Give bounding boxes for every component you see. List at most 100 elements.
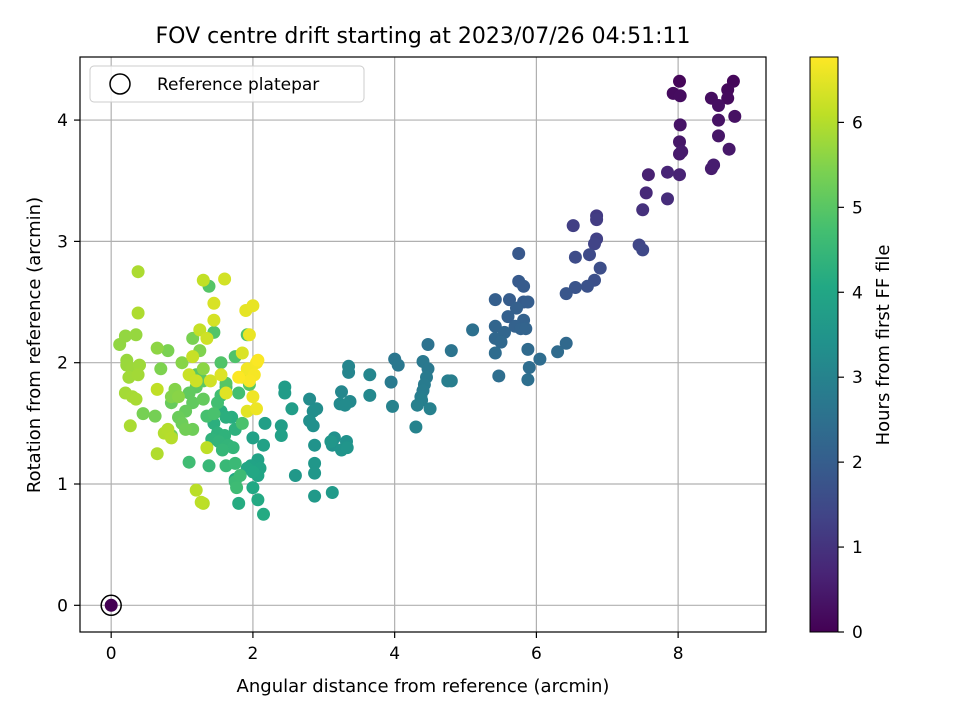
data-point bbox=[492, 369, 506, 383]
data-point bbox=[325, 486, 339, 499]
data-point bbox=[211, 396, 224, 410]
data-point bbox=[673, 168, 686, 182]
data-point bbox=[488, 293, 502, 307]
colorbar-tick-label: 2 bbox=[852, 453, 863, 473]
data-point bbox=[203, 374, 217, 388]
data-point bbox=[219, 386, 233, 400]
data-point bbox=[175, 356, 189, 370]
data-point bbox=[150, 447, 164, 461]
data-point bbox=[712, 113, 725, 127]
data-point bbox=[707, 158, 721, 172]
data-point bbox=[251, 493, 265, 507]
data-point bbox=[521, 295, 535, 309]
data-point bbox=[423, 402, 437, 416]
data-point bbox=[246, 431, 260, 445]
data-point bbox=[196, 273, 210, 287]
x-axis-label: Angular distance from reference (arcmin) bbox=[237, 676, 610, 697]
data-point bbox=[148, 409, 162, 423]
data-point bbox=[246, 299, 260, 313]
colorbar-tick-label: 6 bbox=[852, 113, 863, 133]
scatter-points bbox=[104, 74, 742, 612]
data-point bbox=[207, 296, 221, 310]
data-point bbox=[200, 441, 214, 455]
data-point bbox=[257, 507, 270, 521]
x-tick-label: 0 bbox=[106, 644, 117, 664]
data-point bbox=[230, 481, 244, 495]
data-point bbox=[488, 346, 502, 360]
data-point bbox=[636, 243, 650, 257]
y-tick-label: 0 bbox=[57, 596, 68, 616]
data-point bbox=[131, 368, 145, 382]
data-point bbox=[593, 261, 607, 275]
data-point bbox=[133, 358, 146, 372]
data-point bbox=[409, 420, 423, 434]
data-point bbox=[566, 219, 580, 233]
data-point bbox=[278, 386, 292, 400]
x-tick-label: 6 bbox=[531, 644, 542, 664]
data-point bbox=[207, 407, 221, 421]
data-point bbox=[150, 341, 164, 355]
data-point bbox=[519, 322, 533, 336]
data-point bbox=[712, 129, 725, 143]
data-point bbox=[583, 248, 596, 262]
x-tick-label: 2 bbox=[248, 644, 259, 664]
data-point bbox=[232, 496, 246, 510]
data-point bbox=[161, 344, 175, 358]
data-point bbox=[728, 109, 742, 123]
legend-marker bbox=[109, 73, 131, 95]
data-point bbox=[179, 422, 193, 436]
data-point bbox=[308, 489, 322, 503]
data-point bbox=[568, 250, 582, 264]
data-point bbox=[521, 373, 535, 387]
data-point bbox=[246, 481, 260, 495]
data-point bbox=[488, 319, 502, 333]
data-point bbox=[246, 390, 260, 404]
data-point bbox=[129, 328, 143, 342]
y-tick-label: 2 bbox=[57, 354, 68, 374]
data-point bbox=[306, 419, 320, 433]
data-point bbox=[639, 186, 653, 200]
data-point bbox=[189, 374, 203, 388]
data-point bbox=[251, 353, 265, 367]
data-point bbox=[164, 431, 178, 445]
reference-platepar-marker bbox=[100, 594, 122, 617]
y-axis-label: Rotation from reference (arcmin) bbox=[24, 197, 45, 493]
data-point bbox=[257, 438, 270, 452]
data-point bbox=[207, 313, 221, 327]
data-point bbox=[129, 392, 143, 406]
data-point bbox=[154, 362, 168, 376]
data-point bbox=[466, 323, 480, 337]
data-point bbox=[258, 416, 272, 430]
x-tick-label: 8 bbox=[673, 644, 684, 664]
data-point bbox=[712, 99, 725, 112]
reference-marker bbox=[100, 594, 122, 617]
data-point bbox=[501, 310, 515, 324]
data-point bbox=[590, 213, 604, 227]
data-point bbox=[533, 352, 547, 366]
data-point bbox=[421, 338, 435, 351]
data-point bbox=[641, 168, 655, 182]
data-point bbox=[131, 306, 145, 320]
data-point bbox=[338, 398, 352, 412]
data-point bbox=[274, 429, 288, 442]
y-tick-label: 4 bbox=[57, 111, 68, 131]
data-point bbox=[661, 192, 674, 206]
data-point bbox=[242, 328, 256, 342]
data-point bbox=[580, 279, 594, 293]
colorbar-tick-label: 4 bbox=[852, 283, 863, 303]
data-point bbox=[340, 441, 354, 455]
colorbar-gradient bbox=[810, 57, 838, 632]
data-point bbox=[233, 469, 247, 482]
data-point bbox=[308, 466, 322, 480]
data-point bbox=[444, 374, 458, 388]
colorbar-tick-label: 3 bbox=[852, 368, 863, 388]
data-point bbox=[324, 435, 338, 448]
data-point bbox=[335, 385, 348, 399]
data-point bbox=[189, 483, 203, 497]
data-point bbox=[522, 361, 536, 374]
data-point bbox=[232, 386, 246, 400]
data-point bbox=[517, 279, 531, 293]
data-point bbox=[288, 469, 302, 482]
legend: Reference platepar bbox=[89, 65, 365, 103]
data-point bbox=[232, 370, 246, 384]
